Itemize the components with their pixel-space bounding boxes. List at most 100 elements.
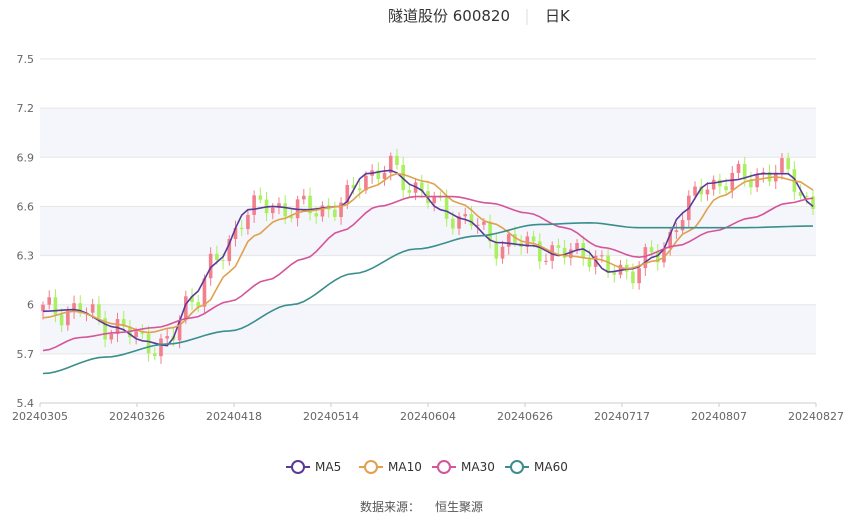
candle	[711, 175, 716, 196]
candle-body	[581, 243, 586, 258]
candle-body	[345, 184, 350, 203]
legend-label: MA10	[388, 460, 422, 474]
candle-body	[134, 331, 138, 338]
candle-body	[705, 189, 710, 195]
candle	[662, 242, 666, 268]
grid-bands	[40, 108, 816, 354]
candle	[407, 184, 412, 198]
legend-item-ma5[interactable]: MA5	[286, 460, 341, 474]
candle	[736, 160, 741, 179]
y-tick-label: 6.9	[17, 151, 35, 164]
chart-title: 隧道股份 600820	[388, 7, 510, 25]
candle	[252, 190, 256, 223]
candle-body	[283, 203, 287, 217]
grid-band	[40, 304, 816, 354]
y-tick-label: 5.4	[17, 397, 35, 410]
candle	[500, 240, 505, 264]
legend-label: MA5	[315, 460, 341, 474]
grid-band	[40, 108, 816, 158]
x-tick-label: 20240305	[12, 410, 68, 423]
candle	[612, 264, 617, 283]
moving-average-lines	[42, 169, 814, 375]
candle-body	[47, 297, 52, 305]
legend-label: MA30	[461, 460, 495, 474]
candle-body	[811, 196, 815, 209]
candle	[562, 239, 567, 265]
candle	[103, 310, 107, 348]
legend: MA5 MA10 MA30 MA60	[286, 460, 568, 474]
candle-body	[649, 247, 654, 253]
legend-marker	[510, 460, 524, 474]
candle	[798, 184, 803, 200]
candle	[339, 197, 343, 225]
candle	[718, 173, 722, 195]
candle-body	[41, 304, 45, 312]
candle-body	[587, 257, 592, 267]
candle-body	[308, 195, 312, 214]
candle	[693, 181, 697, 200]
candle-body	[221, 260, 225, 262]
candle-body	[482, 221, 486, 225]
candle	[302, 188, 306, 205]
candle-body	[699, 186, 704, 195]
candle	[239, 219, 244, 236]
candle	[152, 347, 157, 361]
candle-body	[469, 214, 474, 226]
candle-body	[302, 195, 306, 200]
candle-body	[730, 172, 735, 191]
x-tick-label: 20240418	[206, 410, 262, 423]
candle-body	[239, 227, 244, 230]
candle-body	[786, 158, 790, 170]
legend-item-ma30[interactable]: MA30	[432, 460, 495, 474]
candle	[47, 290, 52, 310]
candle	[59, 308, 64, 333]
candle	[618, 260, 623, 279]
candle-body	[500, 246, 505, 259]
candle	[544, 253, 548, 265]
candle	[357, 180, 362, 199]
x-tick-label: 20240807	[691, 410, 747, 423]
candle	[655, 244, 660, 271]
candle-body	[631, 271, 635, 284]
candle-body	[494, 241, 499, 259]
candle-body	[289, 216, 294, 219]
candle-body	[419, 182, 424, 192]
legend-item-ma10[interactable]: MA10	[359, 460, 422, 474]
candle-body	[755, 174, 759, 188]
candle-body	[724, 186, 728, 191]
candle	[767, 164, 772, 187]
candle-body	[680, 220, 685, 231]
candle	[320, 201, 325, 222]
candle	[575, 239, 579, 255]
candle	[463, 207, 468, 225]
candle-body	[109, 333, 114, 340]
candle	[475, 218, 480, 234]
candle-body	[196, 302, 201, 307]
candle-body	[736, 163, 741, 173]
candle	[488, 214, 492, 249]
candle-body	[537, 241, 542, 262]
candle	[643, 243, 648, 276]
candle	[780, 152, 784, 180]
candle	[78, 295, 83, 317]
candle	[146, 325, 151, 362]
candle	[190, 288, 194, 311]
chart-period[interactable]: 日K	[545, 7, 571, 25]
y-tick-label: 6	[27, 299, 34, 312]
legend-item-ma60[interactable]: MA60	[505, 460, 568, 474]
candle	[674, 222, 679, 240]
candle-body	[103, 318, 107, 340]
x-tick-label: 20240717	[594, 410, 650, 423]
candle-body	[333, 209, 337, 218]
candle-body	[575, 243, 579, 250]
candle-body	[655, 252, 660, 263]
candle-body	[97, 304, 101, 319]
candle-body	[227, 238, 232, 262]
candle	[53, 289, 58, 323]
candle-body	[662, 248, 666, 263]
candle-body	[444, 197, 449, 219]
y-axis-ticks: 5.4 5.7 6 6.3 6.6 6.9 7.2 7.5	[17, 53, 35, 410]
candle-body	[376, 170, 381, 179]
candle-body	[457, 216, 461, 229]
